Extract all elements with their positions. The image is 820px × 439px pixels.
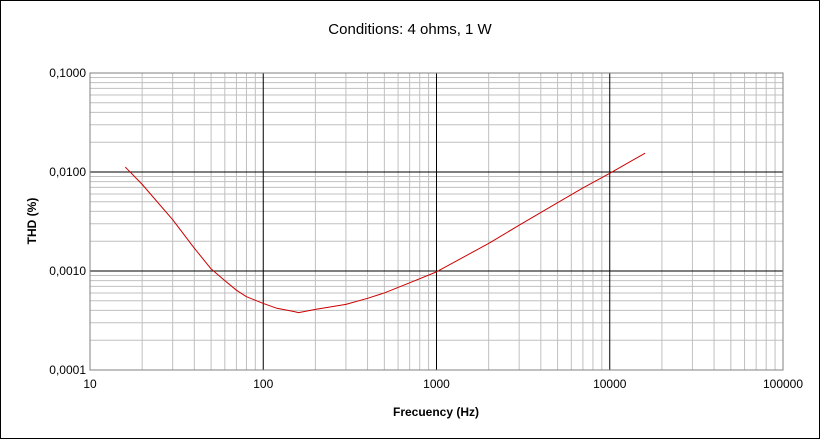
x-tick-label: 10 bbox=[83, 377, 97, 391]
y-tick-label: 0,1000 bbox=[49, 66, 86, 80]
plot-area bbox=[89, 72, 784, 371]
y-axis-label: THD (%) bbox=[25, 198, 39, 245]
y-tick-label: 0,0010 bbox=[49, 264, 86, 278]
y-tick-labels: 0,0001 0,0010 0,0100 0,1000 bbox=[49, 66, 86, 377]
y-tick-label: 0,0001 bbox=[49, 363, 86, 377]
x-tick-label: 1000 bbox=[423, 377, 450, 391]
chart-title: Conditions: 4 ohms, 1 W bbox=[328, 21, 492, 38]
x-axis-label: Frecuency (Hz) bbox=[393, 405, 479, 419]
y-tick-label: 0,0100 bbox=[49, 165, 86, 179]
x-tick-labels: 10 100 1000 10000 100000 bbox=[83, 377, 803, 391]
series-layer bbox=[125, 152, 646, 314]
x-tick-label: 10000 bbox=[593, 377, 627, 391]
x-tick-label: 100000 bbox=[763, 377, 803, 391]
x-tick-label: 100 bbox=[253, 377, 273, 391]
thd-series-line bbox=[125, 152, 646, 314]
